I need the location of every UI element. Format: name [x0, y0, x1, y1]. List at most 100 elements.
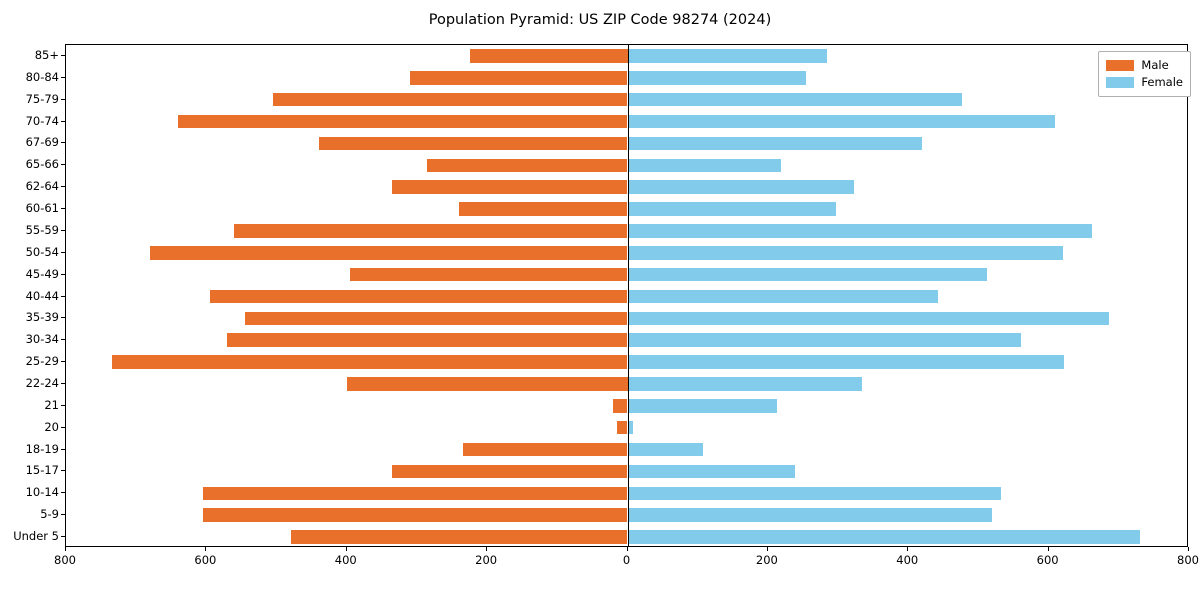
bar-male: [290, 530, 628, 544]
x-axis-tick-mark: [907, 547, 909, 551]
legend-label: Female: [1141, 74, 1183, 89]
y-axis-tick-mark: [61, 361, 65, 363]
bar-female: [627, 311, 1109, 326]
x-axis-tick-label: 200: [755, 553, 778, 567]
bar-row: [66, 202, 1187, 216]
x-axis-tick-mark: [65, 547, 66, 551]
bar-female: [627, 464, 795, 479]
bar-female: [627, 508, 993, 522]
y-axis-tick-label: 70-74: [25, 113, 59, 128]
bar-male: [613, 399, 628, 413]
bar-male: [227, 333, 628, 347]
y-axis-tick-mark: [61, 426, 65, 428]
bar-row: [66, 420, 1187, 435]
bar-female: [627, 442, 704, 457]
bar-row: [66, 289, 1187, 304]
bar-male: [202, 486, 628, 501]
y-axis-tick-mark: [61, 186, 65, 188]
y-axis-tick-label: 20: [44, 419, 59, 434]
bar-male: [318, 136, 628, 151]
y-axis-tick-mark: [61, 404, 65, 406]
y-axis-tick-mark: [61, 470, 65, 472]
y-axis-tick-mark: [61, 514, 65, 516]
bar-female: [627, 92, 963, 107]
bar-row: [66, 530, 1187, 544]
bar-female: [627, 114, 1055, 129]
y-axis-tick-mark: [61, 492, 65, 494]
bar-female: [627, 355, 1065, 369]
x-axis-tick-label: 400: [334, 553, 357, 567]
y-axis-tick-mark: [61, 142, 65, 144]
bar-male: [150, 245, 628, 260]
bar-male: [459, 202, 628, 216]
bar-female: [627, 486, 1001, 501]
y-axis-tick-label: 55-59: [25, 222, 59, 237]
bar-female: [627, 530, 1140, 544]
bar-row: [66, 71, 1187, 85]
bars-layer: [66, 45, 1187, 546]
bar-row: [66, 311, 1187, 326]
y-axis-tick-label: 35-39: [25, 310, 59, 325]
x-axis-tick-mark: [626, 547, 628, 551]
plot-area: [65, 44, 1188, 547]
x-axis-tick-mark: [345, 547, 347, 551]
bar-row: [66, 355, 1187, 369]
bar-female: [627, 245, 1063, 260]
bar-row: [66, 180, 1187, 194]
y-axis-tick-mark: [61, 251, 65, 253]
bar-male: [469, 49, 628, 63]
bar-male: [244, 311, 628, 326]
y-axis-tick-label: 45-49: [25, 266, 59, 281]
legend-entry[interactable]: Female: [1106, 74, 1183, 91]
x-axis-tick-label: 0: [622, 553, 631, 567]
y-axis-tick-mark: [61, 448, 65, 450]
chart-legend: Male Female: [1098, 51, 1191, 97]
bar-male: [346, 377, 628, 391]
legend-entry[interactable]: Male: [1106, 57, 1183, 74]
y-axis-tick-label: Under 5: [13, 529, 59, 544]
y-axis-tick-mark: [61, 98, 65, 100]
bar-female: [627, 136, 922, 151]
bar-male: [209, 289, 628, 304]
y-axis-tick-label: 80-84: [25, 69, 59, 84]
bar-female: [627, 49, 827, 63]
bar-row: [66, 49, 1187, 63]
y-axis-tick-mark: [61, 536, 65, 538]
y-axis-tick-label: 15-17: [25, 463, 59, 478]
y-axis-tick-mark: [61, 164, 65, 166]
bar-male: [202, 508, 628, 522]
bar-male: [409, 71, 628, 85]
bar-row: [66, 114, 1187, 129]
bar-male: [234, 224, 628, 238]
legend-color-swatch: [1106, 60, 1135, 71]
y-axis-tick-label: 67-69: [25, 135, 59, 150]
bar-row: [66, 158, 1187, 173]
bar-row: [66, 92, 1187, 107]
bar-row: [66, 508, 1187, 522]
y-axis-tick-label: 18-19: [25, 441, 59, 456]
y-axis-tick-label: 10-14: [25, 485, 59, 500]
y-axis-tick-label: 22-24: [25, 375, 59, 390]
y-axis-tick-label: 25-29: [25, 354, 59, 369]
y-axis-tick-label: 40-44: [25, 288, 59, 303]
chart-title: Population Pyramid: US ZIP Code 98274 (2…: [428, 12, 772, 28]
bar-row: [66, 245, 1187, 260]
bar-female: [627, 71, 807, 85]
x-axis-tick-mark: [205, 547, 207, 551]
y-axis-tick-mark: [61, 54, 65, 56]
bar-male: [178, 114, 628, 129]
zero-axis-line: [627, 45, 629, 546]
bar-row: [66, 377, 1187, 391]
bar-female: [627, 289, 938, 304]
y-axis-tick-label: 85+: [34, 47, 59, 62]
bar-row: [66, 464, 1187, 479]
bar-female: [627, 333, 1021, 347]
bar-male: [392, 180, 628, 194]
bar-row: [66, 486, 1187, 501]
x-axis-tick-label: 800: [54, 553, 76, 567]
bar-male: [392, 464, 628, 479]
y-axis-tick-mark: [61, 76, 65, 78]
bar-row: [66, 267, 1187, 282]
y-axis-tick-mark: [61, 208, 65, 210]
